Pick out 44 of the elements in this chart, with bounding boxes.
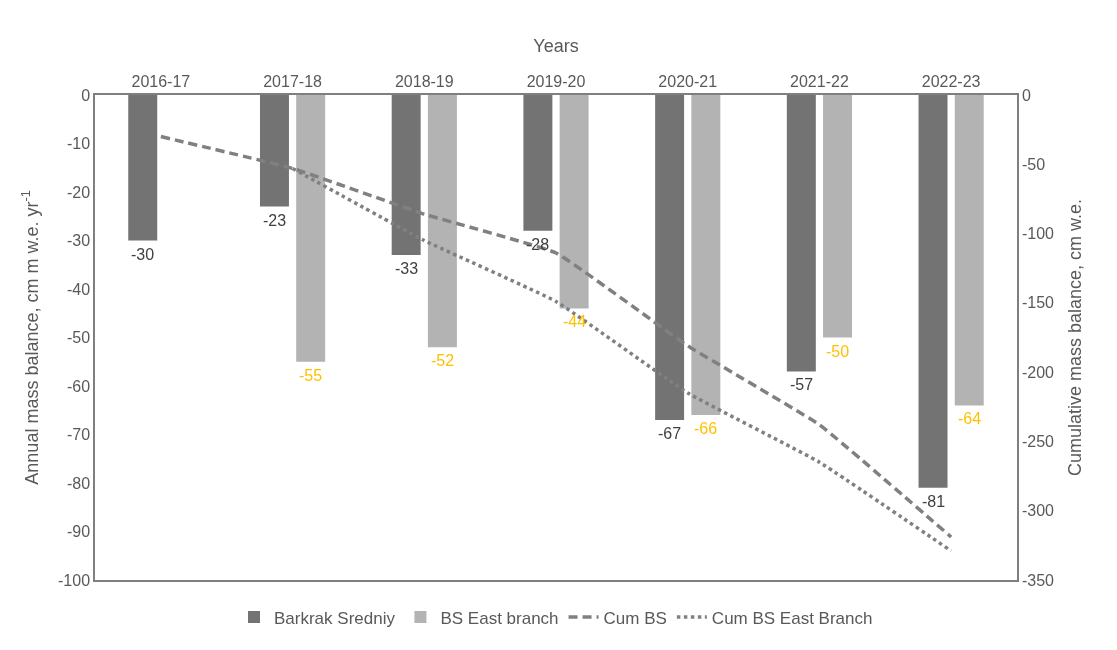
y-tick-label: -30: [66, 232, 91, 250]
data-label: -23: [263, 212, 287, 229]
y2-tick-label: -200: [1021, 363, 1055, 381]
y2-tick-label: -300: [1021, 502, 1055, 520]
y2-tick-label: -100: [1021, 225, 1055, 243]
data-label: -30: [131, 246, 155, 263]
data-label: -44: [563, 313, 587, 330]
y-tick-label: -60: [66, 377, 91, 395]
legend-label: Barkrak Sredniy: [274, 608, 396, 628]
y-tick-label: -70: [66, 426, 91, 444]
x-tick-label: 2018-19: [394, 72, 454, 90]
legend-label: Cum BS: [603, 608, 667, 628]
data-label: -33: [395, 260, 419, 277]
x-tick-label: 2016-17: [131, 72, 191, 90]
y-tick-label: -40: [66, 280, 91, 298]
y2-tick-label: -50: [1021, 155, 1046, 173]
legend-label: Cum BS East Branch: [711, 608, 873, 628]
x-tick-label: 2017-18: [263, 72, 323, 90]
y-tick-label: -100: [58, 571, 91, 589]
x-axis-title: Years: [533, 36, 579, 57]
data-label: -81: [922, 493, 946, 510]
y2-tick-label: -350: [1021, 571, 1055, 589]
data-label: -55: [299, 367, 323, 384]
y2-tick-label: 0: [1021, 86, 1031, 104]
data-label: -66: [694, 420, 718, 437]
data-label: -50: [826, 343, 850, 360]
x-tick-label: 2022-23: [921, 72, 981, 90]
legend-label: BS East branch: [440, 608, 559, 628]
x-tick-label: 2019-20: [526, 72, 586, 90]
y2-tick-label: -150: [1021, 294, 1055, 312]
y-tick-label: 0: [81, 86, 91, 104]
data-label: -57: [790, 376, 814, 393]
y2-axis-title: Cumulative mass balance, cm w.e.: [1064, 198, 1085, 477]
y-tick-label: -50: [66, 329, 91, 347]
x-tick-label: 2021-22: [790, 72, 849, 90]
y-tick-label: -20: [66, 183, 91, 201]
data-label: -67: [658, 425, 682, 442]
y-tick-label: -90: [66, 523, 91, 541]
y2-tick-label: -250: [1021, 433, 1055, 451]
data-label: -52: [431, 352, 455, 369]
data-label: -64: [958, 410, 982, 427]
x-tick-label: 2020-21: [658, 72, 718, 90]
y-tick-label: -80: [66, 474, 91, 492]
y-tick-label: -10: [66, 135, 91, 153]
